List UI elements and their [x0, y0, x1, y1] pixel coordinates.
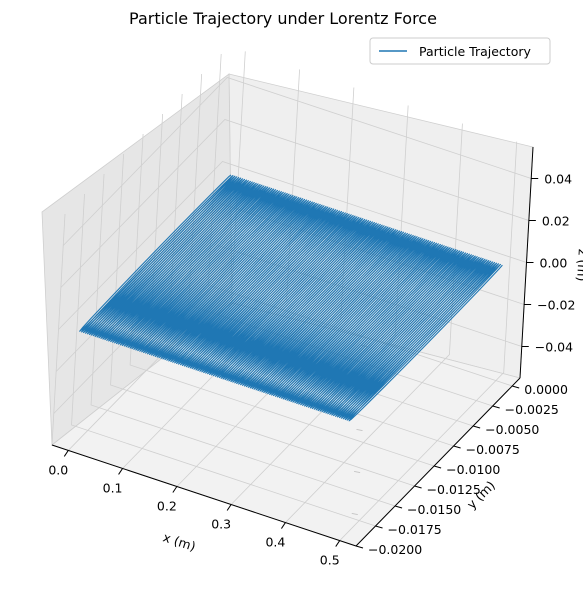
- z-gridline-stub: [361, 345, 368, 347]
- x-tick: [335, 540, 341, 547]
- y-tick: [473, 425, 481, 429]
- y-tick-label: −0.0025: [505, 402, 559, 417]
- z-gridline: [58, 161, 527, 330]
- x-tick: [281, 522, 286, 529]
- x-tick: [172, 486, 178, 493]
- z-tick-label: 0.02: [542, 214, 570, 229]
- y-tick: [433, 465, 442, 469]
- x-tick-label: 0.2: [157, 498, 177, 513]
- y-tick-label: −0.0050: [485, 422, 539, 437]
- x-tick-label: 0.0: [48, 462, 68, 477]
- y-tick-label: 0.0000: [524, 382, 568, 397]
- legend-box: [369, 37, 551, 65]
- z-axis-label: z (m): [574, 249, 583, 282]
- x-tick-label: 0.5: [320, 553, 340, 568]
- z-tick-label: 0.04: [544, 172, 572, 187]
- y-tick: [453, 445, 461, 449]
- y-tick: [394, 505, 403, 509]
- z-gridline: [60, 119, 529, 288]
- series-particle-trajectory: [79, 174, 503, 422]
- y-gridline: [110, 153, 415, 487]
- trajectory-line: [79, 174, 503, 422]
- x-tick-label: 0.3: [211, 517, 231, 532]
- z-gridline-stub: [351, 513, 358, 515]
- y-tick: [512, 385, 520, 389]
- x-gridline: [285, 123, 463, 523]
- z-gridline: [62, 77, 532, 246]
- y-tick: [414, 485, 422, 489]
- y-tick-label: −0.0100: [446, 462, 500, 477]
- y-gridline: [129, 133, 435, 467]
- x-gridline: [339, 141, 518, 541]
- x-tick: [118, 468, 123, 475]
- y-gridline: [90, 173, 396, 507]
- x-tick-label: 0.1: [103, 480, 123, 495]
- x-tick: [226, 504, 232, 511]
- y-tick: [492, 405, 500, 409]
- x-axis-label: x (m): [161, 529, 197, 554]
- x-tick-label: 0.4: [265, 535, 285, 550]
- y-tick: [355, 545, 364, 549]
- chart-title: Particle Trajectory under Lorentz Force: [129, 9, 437, 28]
- y-tick: [375, 525, 383, 529]
- axis-ticks: 0.0 0.1 0.2 0.3 0.4 0.5 0.0000 −0.0025 −0.0050 −0…: [48, 172, 575, 568]
- x-axis-line: [51, 444, 357, 547]
- legend: Particle Trajectory: [369, 37, 551, 65]
- z-gridline-stub: [354, 471, 361, 473]
- y-gridline: [71, 193, 376, 527]
- z-gridline-stub: [356, 429, 363, 431]
- y-tick-label: −0.0125: [427, 482, 481, 497]
- y-tick-label: −0.0075: [466, 442, 520, 457]
- z-tick-label: 0.00: [540, 256, 568, 271]
- x-tick: [63, 450, 69, 457]
- y-tick-label: −0.0175: [388, 522, 442, 537]
- y-tick-label: −0.0150: [407, 502, 461, 517]
- y-tick-label: −0.0200: [368, 542, 422, 557]
- z-tick-label: −0.02: [537, 298, 575, 313]
- legend-label: Particle Trajectory: [419, 44, 531, 59]
- z-tick-label: −0.04: [535, 340, 573, 355]
